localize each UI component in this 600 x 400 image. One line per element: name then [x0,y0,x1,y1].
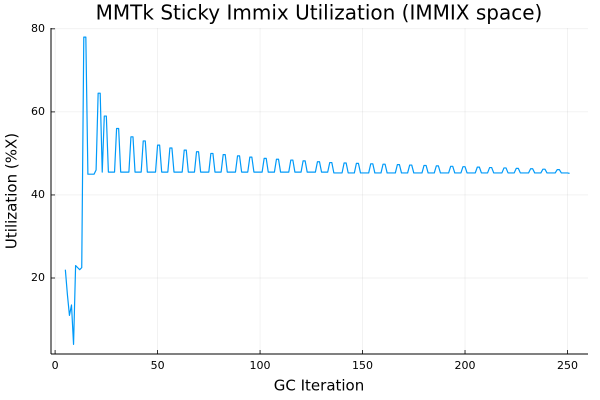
y-tick-label: 60 [31,105,45,118]
x-tick-label: 100 [250,359,271,372]
x-tick-label: 250 [557,359,578,372]
data-line [64,36,570,346]
x-tick-label: 0 [52,359,59,372]
x-tick-label: 200 [455,359,476,372]
y-tick-label: 80 [31,22,45,35]
chart-title: MMTk Sticky Immix Utilization (IMMIX spa… [96,1,543,25]
x-tick-label: 150 [352,359,373,372]
x-tick-label: 50 [151,359,165,372]
y-tick-label: 40 [31,188,45,201]
x-axis-label: GC Iteration [274,377,365,395]
y-tick-label: 20 [31,271,45,284]
y-axis-label: Utilization (%X) [3,133,21,249]
